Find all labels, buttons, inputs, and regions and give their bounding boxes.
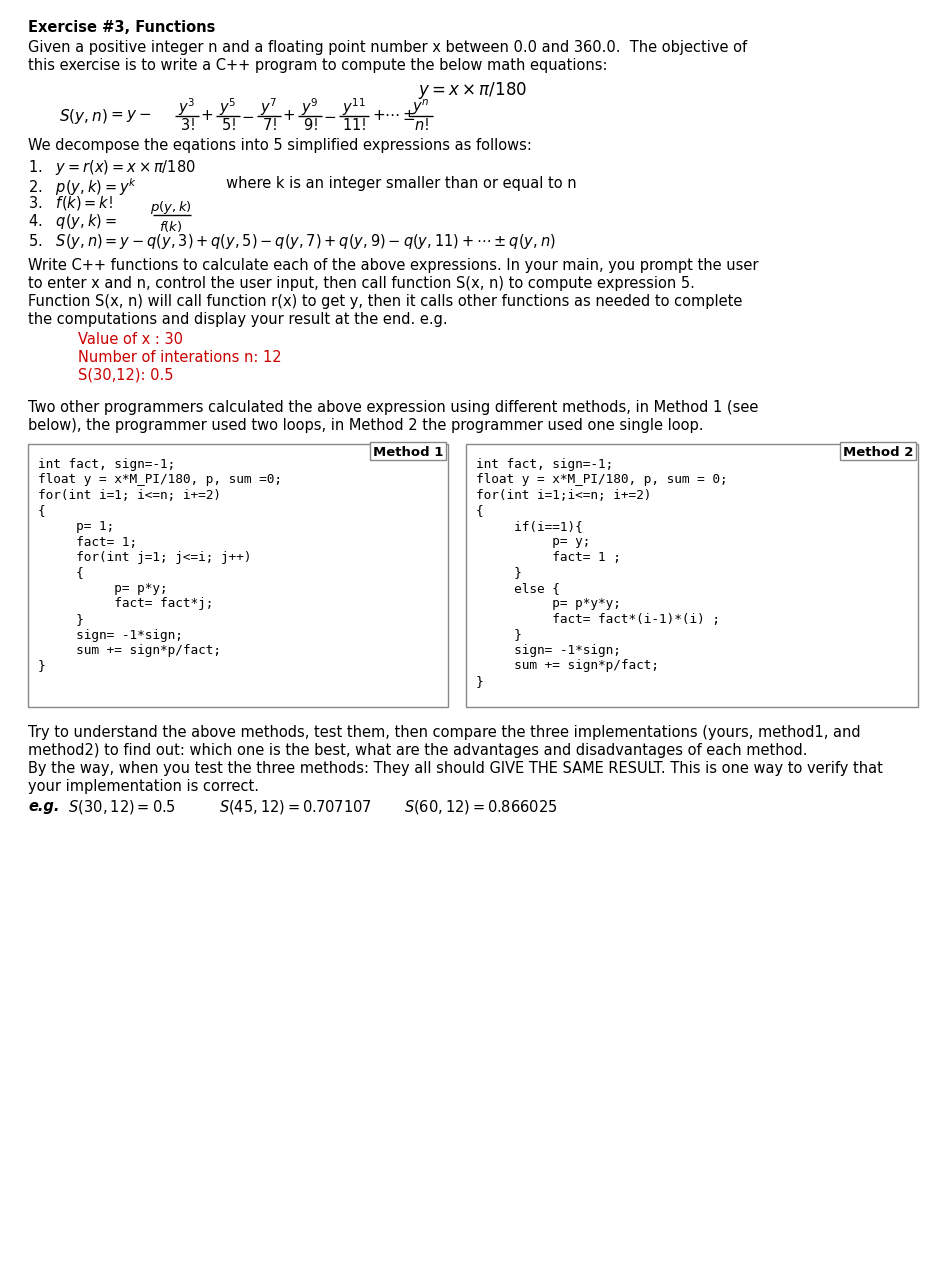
Text: p= p*y;: p= p*y; [38, 582, 167, 595]
Text: $S(y, n)$: $S(y, n)$ [60, 106, 108, 125]
Text: else {: else { [476, 582, 560, 595]
Text: sum += sign*p/fact;: sum += sign*p/fact; [38, 644, 221, 657]
Text: int fact, sign=-1;: int fact, sign=-1; [476, 458, 613, 471]
Text: fact= fact*(i-1)*(i) ;: fact= fact*(i-1)*(i) ; [476, 613, 720, 626]
Text: $-$: $-$ [241, 109, 254, 123]
Text: {: { [38, 504, 45, 517]
Text: $y^3$: $y^3$ [178, 96, 196, 118]
Text: float y = x*M_PI/180, p, sum = 0;: float y = x*M_PI/180, p, sum = 0; [476, 474, 727, 486]
Text: $S(30,12) = 0.5$: $S(30,12) = 0.5$ [64, 799, 176, 817]
Text: {: { [476, 504, 483, 517]
Text: sign= -1*sign;: sign= -1*sign; [476, 644, 621, 657]
Text: $7!$: $7!$ [261, 116, 276, 133]
Text: the computations and display your result at the end. e.g.: the computations and display your result… [28, 312, 447, 326]
Text: By the way, when you test the three methods: They all should GIVE THE SAME RESUL: By the way, when you test the three meth… [28, 760, 883, 776]
Text: We decompose the eqations into 5 simplified expressions as follows:: We decompose the eqations into 5 simplif… [28, 138, 532, 154]
Text: p= 1;: p= 1; [38, 520, 114, 532]
Text: Given a positive integer n and a floating point number x between 0.0 and 360.0. : Given a positive integer n and a floatin… [28, 40, 747, 55]
Text: where k is an integer smaller than or equal to n: where k is an integer smaller than or eq… [203, 175, 577, 191]
Text: }: } [476, 567, 522, 580]
Bar [466, 444, 918, 707]
Text: $5!$: $5!$ [220, 116, 236, 133]
Text: below), the programmer used two loops, in Method 2 the programmer used one singl: below), the programmer used two loops, i… [28, 419, 704, 433]
Text: to enter x and n, control the user input, then call function S(x, n) to compute : to enter x and n, control the user input… [28, 276, 695, 291]
Text: $y = x \times \pi/180$: $y = x \times \pi/180$ [418, 79, 528, 101]
Text: Two other programmers calculated the above expression using different methods, i: Two other programmers calculated the abo… [28, 399, 759, 415]
Text: 2.   $p(y, k) = y^k$: 2. $p(y, k) = y^k$ [28, 175, 137, 197]
Text: Exercise #3, Functions: Exercise #3, Functions [28, 20, 216, 35]
Text: fact= 1 ;: fact= 1 ; [476, 550, 621, 564]
Text: $+$: $+$ [283, 109, 295, 123]
Text: }: } [476, 628, 522, 641]
Text: sign= -1*sign;: sign= -1*sign; [38, 628, 183, 641]
Text: float y = x*M_PI/180, p, sum =0;: float y = x*M_PI/180, p, sum =0; [38, 474, 282, 486]
Text: int fact, sign=-1;: int fact, sign=-1; [38, 458, 175, 471]
Text: {: { [38, 567, 84, 580]
Text: for(int j=1; j<=i; j++): for(int j=1; j<=i; j++) [38, 550, 252, 564]
Text: Function S(x, n) will call function r(x) to get y, then it calls other functions: Function S(x, n) will call function r(x)… [28, 294, 743, 308]
Text: for(int i=1; i<=n; i+=2): for(int i=1; i<=n; i+=2) [38, 489, 221, 502]
Text: $11!$: $11!$ [342, 116, 366, 133]
Text: Write C++ functions to calculate each of the above expressions. In your main, yo: Write C++ functions to calculate each of… [28, 259, 759, 273]
Text: for(int i=1;i<=n; i+=2): for(int i=1;i<=n; i+=2) [476, 489, 652, 502]
Text: S(30,12): 0.5: S(30,12): 0.5 [78, 369, 173, 383]
Text: 5.   $S(y,n) = y - q(y,3) + q(y,5) - q(y,7) + q(y,9) - q(y,11) + \cdots \pm q(y,: 5. $S(y,n) = y - q(y,3) + q(y,5) - q(y,7… [28, 232, 556, 251]
Text: method2) to find out: which one is the best, what are the advantages and disadva: method2) to find out: which one is the b… [28, 742, 808, 758]
Text: Method 2: Method 2 [843, 445, 913, 458]
Text: your implementation is correct.: your implementation is correct. [28, 778, 259, 794]
Text: $+ \cdots \pm$: $+ \cdots \pm$ [372, 109, 416, 123]
Text: $y^5$: $y^5$ [219, 96, 236, 118]
Text: this exercise is to write a C++ program to compute the below math equations:: this exercise is to write a C++ program … [28, 58, 607, 73]
Text: $f(k)$: $f(k)$ [159, 219, 183, 233]
Text: p= p*y*y;: p= p*y*y; [476, 598, 621, 611]
Text: fact= 1;: fact= 1; [38, 535, 137, 549]
Text: $y^{11}$: $y^{11}$ [342, 96, 366, 118]
Text: $ = y -$: $ = y -$ [108, 108, 152, 124]
Text: }: } [38, 613, 84, 626]
Text: $3!$: $3!$ [180, 116, 195, 133]
Text: }: } [476, 675, 483, 689]
Text: Try to understand the above methods, test them, then compare the three implement: Try to understand the above methods, tes… [28, 724, 861, 740]
Text: p= y;: p= y; [476, 535, 590, 549]
Text: if(i==1){: if(i==1){ [476, 520, 583, 532]
Bar [28, 444, 448, 707]
Text: e.g.: e.g. [28, 799, 60, 814]
Text: $p(y,k)$: $p(y,k)$ [150, 198, 192, 215]
Text: $+$: $+$ [201, 109, 214, 123]
Text: $y^n$: $y^n$ [412, 97, 429, 116]
Text: fact= fact*j;: fact= fact*j; [38, 598, 214, 611]
Text: Number of interations n: 12: Number of interations n: 12 [78, 349, 282, 365]
Text: Value of x : 30: Value of x : 30 [78, 332, 183, 347]
Text: $S(60, 12) = 0.866025$: $S(60, 12) = 0.866025$ [404, 799, 557, 817]
Text: $y^7$: $y^7$ [260, 96, 278, 118]
Text: }: } [38, 659, 45, 672]
Text: sum += sign*p/fact;: sum += sign*p/fact; [476, 659, 659, 672]
Bar [840, 442, 916, 460]
Text: $n!$: $n!$ [413, 116, 429, 133]
Text: $y^9$: $y^9$ [301, 96, 319, 118]
Text: 3.   $f(k) = k!$: 3. $f(k) = k!$ [28, 195, 113, 212]
Text: $9!$: $9!$ [303, 116, 318, 133]
Text: 1.   $y = r(x) = x \times \pi/180$: 1. $y = r(x) = x \times \pi/180$ [28, 157, 196, 177]
Text: $S(45,12) = 0.707107$: $S(45,12) = 0.707107$ [219, 799, 372, 817]
Text: $-$: $-$ [324, 109, 337, 123]
Text: 4.   $q(y, k) = $: 4. $q(y, k) = $ [28, 212, 116, 230]
Bar [370, 442, 446, 460]
Text: Method 1: Method 1 [373, 445, 443, 458]
